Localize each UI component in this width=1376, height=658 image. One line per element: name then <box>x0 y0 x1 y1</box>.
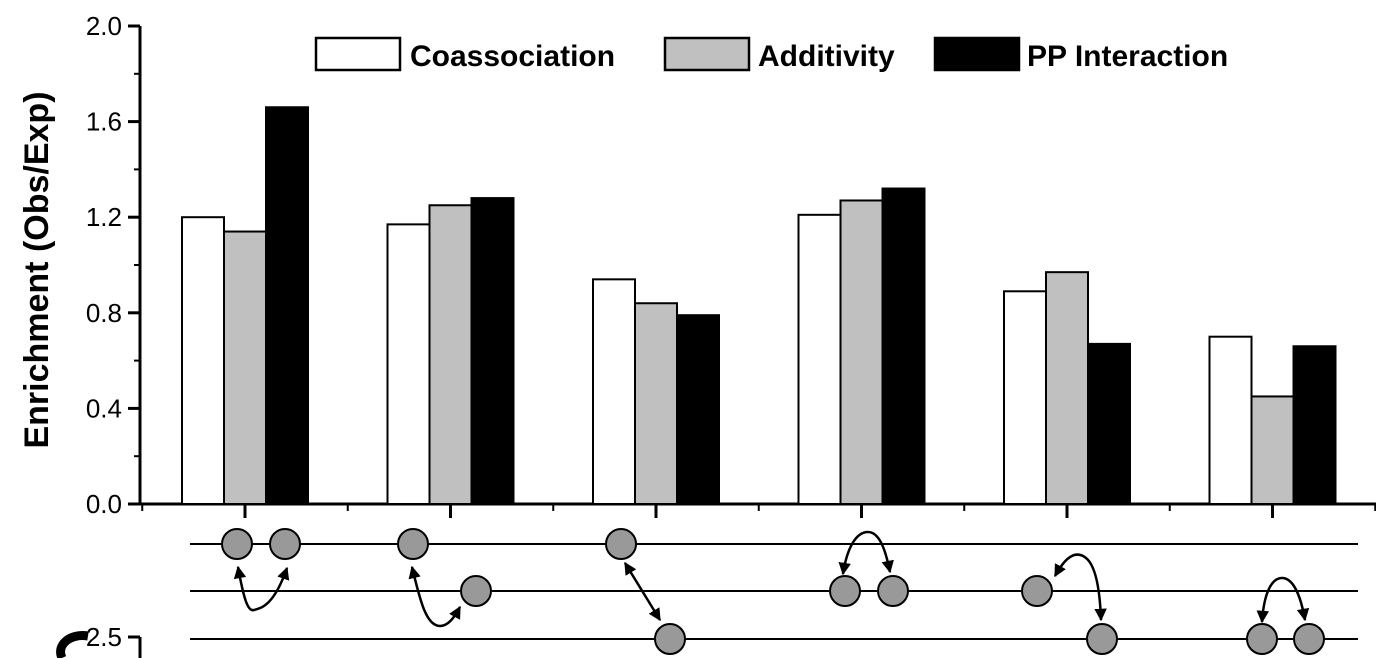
diagram-6 <box>1246 576 1325 655</box>
bar-coassociation <box>797 213 842 505</box>
interaction-arrow <box>1053 553 1107 622</box>
node <box>397 528 429 560</box>
bar-pp-interaction <box>881 187 926 506</box>
diagram-5 <box>1021 553 1118 655</box>
legend: Coassociation Additivity PP Interaction <box>314 36 1228 73</box>
diagram-4 <box>829 530 909 607</box>
bar-coassociation <box>181 216 225 505</box>
bar-coassociation <box>592 278 636 505</box>
y-tick-label: 0.8 <box>86 298 122 328</box>
interaction-arrow <box>233 565 290 612</box>
y-tick-label: 1.6 <box>86 107 122 137</box>
node <box>1246 623 1278 655</box>
legend-swatch <box>663 36 751 72</box>
y-axis-title: Enrichment (Obs/Exp) <box>18 91 56 448</box>
bar-coassociation <box>386 223 431 505</box>
bar-pp-interaction <box>470 197 515 506</box>
y-tick-label: 0.0 <box>86 489 122 519</box>
y-axis: 0.0 0.4 0.8 1.2 1.6 2.0 <box>86 11 142 519</box>
diagram-3 <box>605 528 686 655</box>
bar-additivity <box>1250 395 1295 506</box>
diagram-1 <box>221 528 301 612</box>
bar-pp-interaction <box>1087 342 1131 505</box>
bar-additivity <box>839 199 884 505</box>
node <box>1021 575 1053 607</box>
bar-coassociation <box>1208 335 1253 506</box>
x-axis <box>140 502 1376 518</box>
legend-label: Additivity <box>758 40 895 73</box>
bar-coassociation <box>1003 290 1047 506</box>
bar-pp-interaction <box>265 106 309 505</box>
legend-swatch <box>933 36 1021 72</box>
interaction-arrow <box>838 530 894 576</box>
node <box>1293 623 1325 655</box>
node <box>1086 623 1118 655</box>
bar-additivity <box>223 230 267 505</box>
bar-additivity <box>634 302 678 505</box>
bars-group <box>181 106 1337 506</box>
node <box>877 575 909 607</box>
node <box>654 623 686 655</box>
lower-panel: 2.5 <box>86 528 1358 658</box>
bar-pp-interaction <box>676 314 720 505</box>
interaction-arrow <box>1256 576 1310 624</box>
bar-additivity <box>428 204 473 505</box>
interaction-arrow <box>623 561 662 622</box>
node <box>829 575 861 607</box>
legend-label: PP Interaction <box>1027 40 1228 73</box>
node <box>269 528 301 560</box>
y-tick-label: 0.4 <box>86 393 122 423</box>
bar-pp-interaction <box>1292 345 1337 506</box>
partial-glyph <box>56 631 89 658</box>
node <box>221 528 253 560</box>
node <box>460 575 492 607</box>
y-tick-label: 2.0 <box>86 11 122 41</box>
legend-label: Coassociation <box>410 40 615 73</box>
bar-additivity <box>1045 271 1089 506</box>
interaction-arrow <box>408 565 462 628</box>
lower-axis-tick-label: 2.5 <box>86 622 122 652</box>
y-tick-label: 1.2 <box>86 202 122 232</box>
legend-swatch <box>314 36 402 72</box>
node <box>605 528 637 560</box>
diagram-2 <box>397 528 492 628</box>
